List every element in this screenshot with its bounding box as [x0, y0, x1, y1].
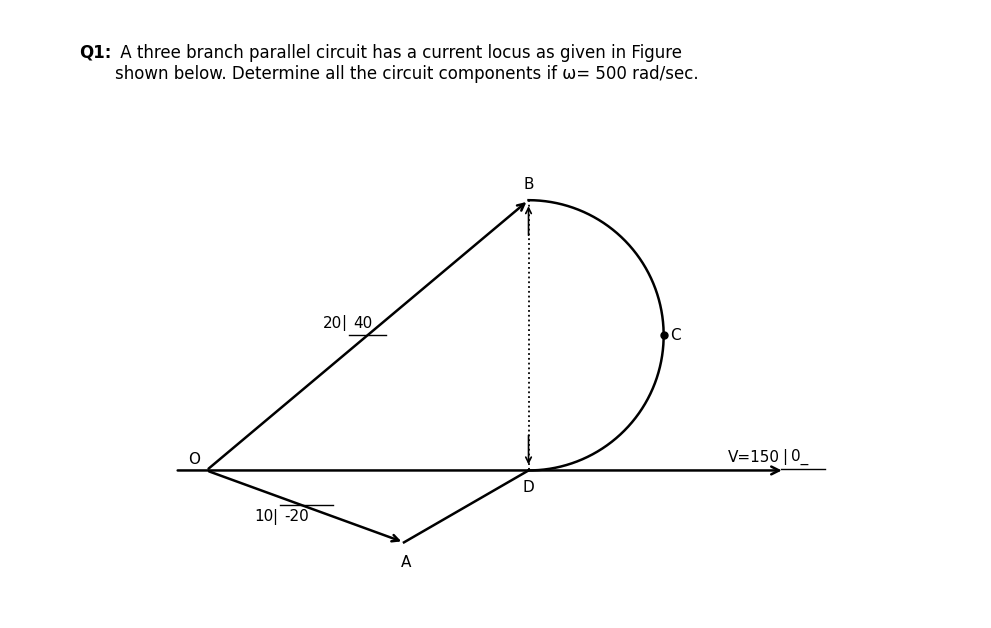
Text: |: |: [273, 509, 277, 524]
Text: D: D: [522, 480, 534, 495]
Text: C: C: [670, 328, 681, 343]
Text: 20: 20: [323, 316, 342, 331]
Text: O: O: [188, 452, 200, 467]
Text: -20: -20: [284, 509, 309, 524]
Text: A: A: [401, 555, 411, 570]
Text: B: B: [523, 176, 534, 192]
Text: 40: 40: [353, 316, 372, 331]
Text: V=150: V=150: [727, 450, 780, 465]
Text: |: |: [783, 449, 788, 465]
Text: 0_: 0_: [791, 449, 808, 465]
Text: Q1:: Q1:: [79, 44, 112, 62]
Text: A three branch parallel circuit has a current locus as given in Figure
shown bel: A three branch parallel circuit has a cu…: [115, 44, 699, 83]
Text: 10: 10: [255, 509, 274, 524]
Text: |: |: [341, 315, 346, 331]
